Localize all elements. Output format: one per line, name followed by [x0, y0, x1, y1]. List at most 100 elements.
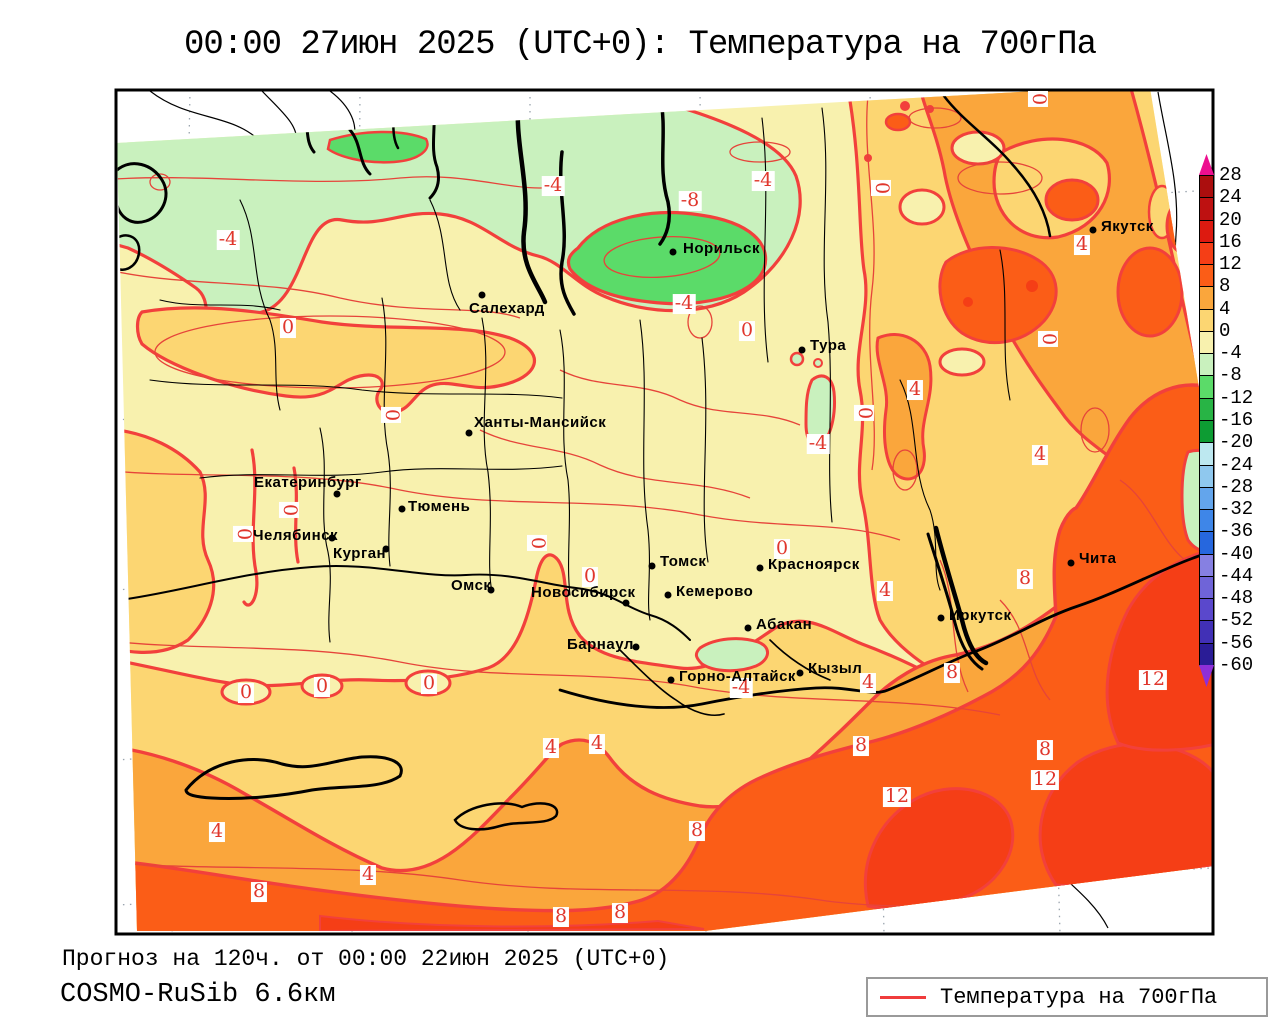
contour-value-label: 0: [237, 681, 255, 704]
colorbar-tick-label: -40: [1219, 542, 1254, 565]
city-label: Курган: [333, 545, 387, 562]
colorbar-tick-label: 12: [1219, 253, 1242, 276]
map-title: 00:00 27июн 2025 (UTC+0): Температура на…: [184, 26, 1097, 64]
altai-cold-pocket: [694, 637, 769, 673]
colorbar-tick-label: 28: [1219, 164, 1242, 186]
contour-value-label: 4: [359, 863, 377, 886]
colorbar-tick-label: -20: [1219, 431, 1254, 454]
colorbar-band: [1199, 353, 1214, 377]
hot-dot: [1026, 280, 1038, 292]
city-dot: [937, 614, 945, 622]
contour-value-label: -4: [541, 174, 565, 197]
hot-dot: [926, 105, 934, 113]
legend-box: Температура на 700гПа: [866, 977, 1268, 1017]
contour-value-label: 4: [588, 732, 606, 755]
lake-baikal: [933, 525, 989, 666]
contour-value-label: 4: [876, 579, 894, 602]
colorbar-band: [1199, 486, 1214, 511]
city-dot: [667, 676, 675, 684]
contour-value-label: 4: [542, 736, 560, 759]
contour-value-label: 4: [1073, 233, 1091, 256]
city-dot: [465, 429, 473, 437]
colorbar-band: [1199, 531, 1214, 555]
colorbar-above-triangle: [1199, 154, 1214, 175]
orange-finger: [875, 333, 933, 481]
ne-warm-blob-8-12: [1044, 178, 1100, 222]
lake-balkhash: [184, 755, 403, 801]
colorbar-band: [1199, 286, 1214, 310]
city-dot: [478, 291, 486, 299]
city-label: Екатеринбург: [254, 474, 362, 491]
contour-value-label: -4: [672, 292, 696, 315]
forecast-info-text: Прогноз на 120ч. от 00:00 22июн 2025 (UT…: [62, 946, 670, 972]
city-label: Салехард: [469, 300, 545, 317]
norilsk-inner-contour: [603, 235, 721, 279]
contour-value-label: 8: [250, 880, 268, 903]
colorbar-tick-label: -12: [1219, 386, 1254, 409]
contour-value-label: 12: [1030, 768, 1060, 791]
city-dot: [1067, 559, 1075, 567]
city-label: Абакан: [756, 616, 813, 633]
city-dot: [632, 643, 640, 651]
colorbar-band: [1199, 598, 1214, 622]
hot-dot: [900, 101, 910, 111]
kazakhstan-border: [119, 565, 691, 641]
contour-value-label: 12: [1138, 668, 1168, 691]
city-label: Челябинск: [253, 527, 339, 544]
colorbar-tick-label: -32: [1219, 498, 1254, 521]
model-name-text: COSMO-RuSib 6.6км: [60, 980, 336, 1010]
cool-island: [898, 188, 946, 226]
city-dot: [382, 545, 390, 553]
colorbar-band: [1199, 509, 1214, 533]
contour-value-label: 0: [313, 675, 331, 698]
city-label: Новосибирск: [531, 584, 636, 601]
contour-value-label: 8: [552, 905, 570, 928]
city-dot: [648, 562, 656, 570]
contour-value-label: -4: [751, 169, 775, 192]
colorbar-band: [1199, 308, 1214, 332]
city-label: Норильск: [683, 240, 760, 257]
contour-value-label: 4: [1031, 443, 1049, 466]
ne-warm-blob-8-12: [1116, 246, 1184, 338]
city-dot: [744, 624, 752, 632]
city-dot: [669, 248, 677, 256]
colorbar-tick-label: -16: [1219, 408, 1254, 431]
contour-value-label: 4: [906, 378, 924, 401]
city-dot: [664, 591, 672, 599]
colorbar-band: [1199, 642, 1214, 666]
city-dot: [622, 599, 630, 607]
colorbar-tick-label: -4: [1219, 342, 1242, 365]
legend-line-sample: [880, 995, 926, 999]
city-label: Ханты-Мансийск: [474, 414, 607, 431]
contour-value-label: 8: [688, 819, 706, 842]
city-label: Красноярск: [768, 556, 860, 573]
city-dot: [487, 586, 495, 594]
legend-label: Температура на 700гПа: [940, 984, 1218, 1010]
city-label: Тура: [810, 337, 847, 354]
contour-value-label: 8: [611, 901, 629, 924]
colorbar-tick-label: 20: [1219, 208, 1242, 231]
colorbar-band: [1199, 219, 1214, 243]
ob-estuary: [515, 93, 548, 305]
contour-value-label: 8: [852, 734, 870, 757]
contour-value-label: 12: [882, 785, 912, 808]
yenisei-gulf: [658, 94, 672, 246]
mongolia-border: [558, 546, 1212, 709]
colorbar-tick-label: -24: [1219, 453, 1254, 476]
colorbar-tick-label: -56: [1219, 631, 1254, 654]
city-dot: [398, 505, 406, 513]
model-domain: [117, 91, 1212, 931]
north-coast: [942, 94, 1052, 238]
white-sea-coast: [117, 162, 168, 224]
contour-value-label: -8: [678, 189, 702, 212]
colorbar-tick-label: 0: [1219, 319, 1231, 342]
contour-value-label: 0: [773, 537, 791, 560]
admin-borders: [149, 107, 1011, 643]
contour-value-label: 8: [1036, 738, 1054, 761]
hot-dot: [963, 297, 973, 307]
